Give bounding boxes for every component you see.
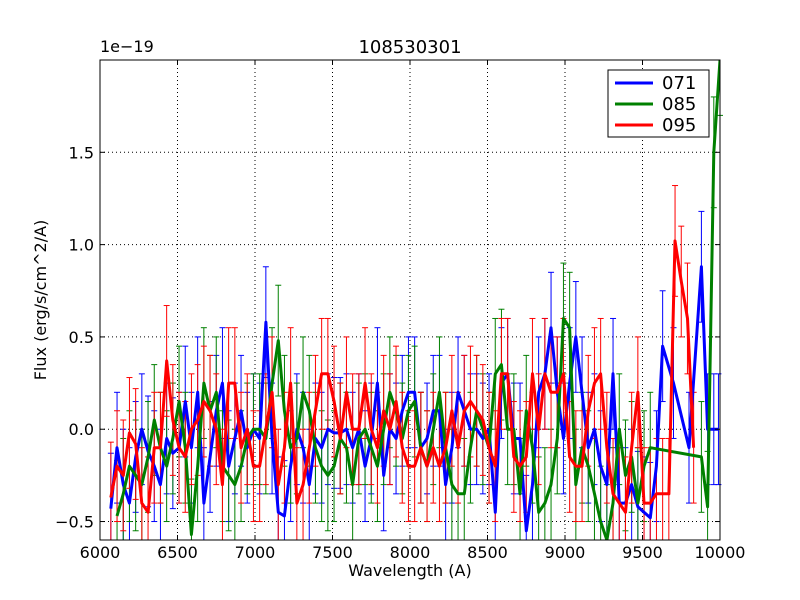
y-tick-label: 0.0 <box>69 420 94 439</box>
y-axis-label: Flux (erg/s/cm^2/A) <box>31 220 50 381</box>
legend-label-085: 085 <box>662 94 696 115</box>
legend-label-071: 071 <box>662 73 696 94</box>
x-tick-label: 8500 <box>467 543 508 562</box>
y-exponent-label: 1e−19 <box>100 37 154 56</box>
x-tick-label: 7000 <box>235 543 276 562</box>
series-lines <box>109 60 720 540</box>
axis-ticks: 6000 6500 7000 7500 8000 8500 9000 9500 10000 −0.… <box>55 60 745 562</box>
y-tick-label: 1.5 <box>69 143 94 162</box>
x-axis-label: Wavelength (A) <box>348 561 471 580</box>
x-tick-label: 9000 <box>545 543 586 562</box>
series-line-095 <box>109 239 696 514</box>
y-tick-label: 0.5 <box>69 328 94 347</box>
x-tick-label: 6500 <box>157 543 198 562</box>
x-tick-label: 10000 <box>695 543 746 562</box>
x-tick-label: 9500 <box>622 543 663 562</box>
series-line-071 <box>109 265 719 533</box>
error-bars <box>107 60 723 541</box>
y-tick-label: −0.5 <box>55 513 94 532</box>
x-tick-label: 8000 <box>390 543 431 562</box>
y-tick-label: 1.0 <box>69 236 94 255</box>
x-tick-label: 6000 <box>80 543 121 562</box>
legend-label-095: 095 <box>662 115 696 136</box>
chart-title: 108530301 <box>358 37 461 58</box>
x-tick-label: 7500 <box>312 543 353 562</box>
